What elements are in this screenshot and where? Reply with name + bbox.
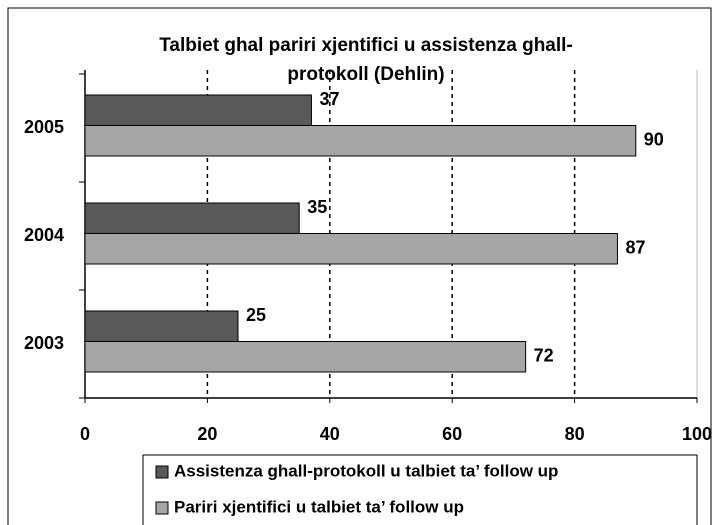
x-tick-label: 20: [197, 424, 217, 444]
y-tick-label: 2003: [24, 333, 64, 353]
bar: [84, 202, 300, 234]
x-tick-label: 60: [442, 424, 462, 444]
bar: [84, 341, 527, 373]
legend-label: Assistenza ghall-protokoll u talbiet ta’…: [174, 461, 558, 480]
bar: [84, 310, 239, 342]
x-tick-label: 80: [565, 424, 585, 444]
data-label: 72: [534, 345, 554, 365]
chart-title: Talbiet ghal pariri xjentifici u assiste…: [159, 35, 573, 56]
legend-box: [142, 454, 698, 525]
data-label: 37: [319, 89, 339, 109]
y-tick-label: 2004: [24, 225, 64, 245]
x-tick-label: 0: [80, 424, 90, 444]
bar: [84, 94, 312, 126]
chart-title: protokoll (Dehlin): [287, 64, 444, 85]
chart-frame: [7, 7, 712, 525]
data-label: 25: [246, 305, 266, 325]
x-tick-label: 40: [320, 424, 340, 444]
data-label: 87: [625, 237, 645, 257]
y-tick-label: 2005: [24, 117, 64, 137]
legend-swatch: [155, 501, 169, 515]
data-label: 35: [307, 197, 327, 217]
legend-swatch: [155, 465, 169, 479]
data-label: 90: [644, 129, 664, 149]
legend-label: Pariri xjentifici u talbiet ta’ follow u…: [174, 497, 464, 516]
bar: [84, 233, 618, 265]
x-tick-label: 100: [682, 424, 712, 444]
bar: [84, 125, 637, 157]
